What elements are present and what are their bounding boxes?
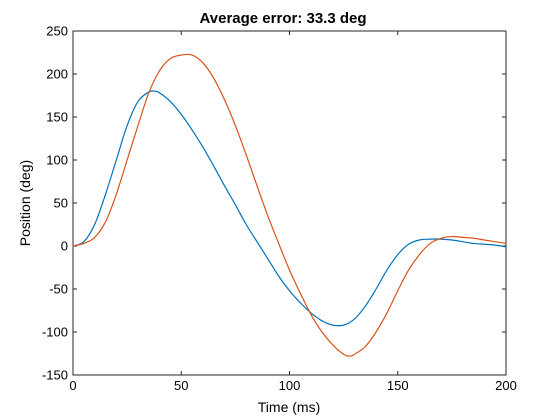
y-tick-label: 200 <box>46 67 68 82</box>
y-tick-label: 150 <box>46 110 68 125</box>
x-tick-label: 0 <box>69 378 76 393</box>
chart-title: Average error: 33.3 deg <box>199 10 366 27</box>
y-tick-label: 250 <box>46 24 68 39</box>
y-tick-label: -150 <box>42 368 68 383</box>
x-tick-label: 100 <box>279 378 301 393</box>
y-tick-label: 100 <box>46 153 68 168</box>
y-tick-label: -50 <box>49 282 68 297</box>
x-axis-label: Time (ms) <box>258 399 320 415</box>
y-tick-label: 50 <box>54 196 68 211</box>
y-axis: -150 -100 -50 0 50 100 150 200 250 <box>42 24 506 383</box>
y-tick-label: 0 <box>61 239 68 254</box>
series-layer <box>72 53 507 357</box>
plot-area <box>72 30 507 376</box>
y-axis-label: Position (deg) <box>17 160 33 246</box>
series-line-2 <box>72 53 507 357</box>
series-line-1 <box>72 90 507 327</box>
x-tick-label: 150 <box>387 378 409 393</box>
y-tick-label: -100 <box>42 325 68 340</box>
x-axis: 0 50 100 150 200 <box>69 31 517 393</box>
x-tick-label: 50 <box>174 378 188 393</box>
x-tick-label: 200 <box>495 378 517 393</box>
